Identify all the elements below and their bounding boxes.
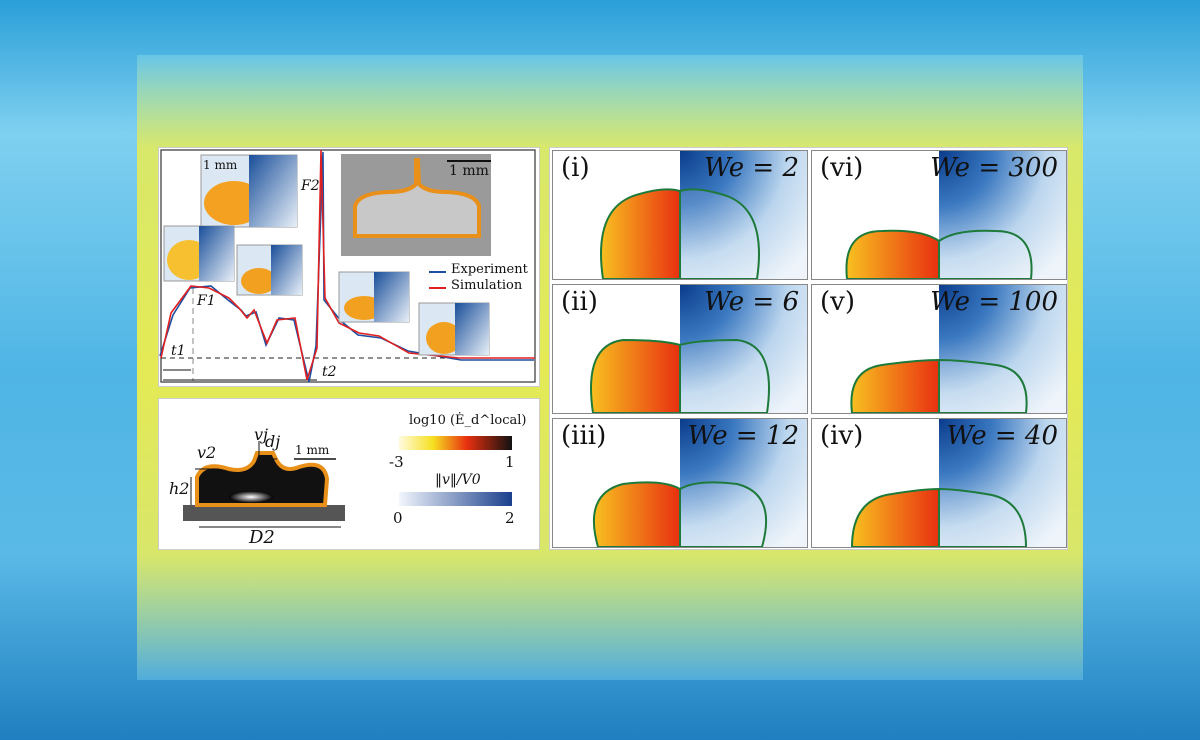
weber-number: We = 6 (704, 287, 799, 317)
force-plot (159, 149, 536, 383)
substrate (183, 505, 345, 521)
droplet-glow (229, 491, 273, 503)
photo-scale-label: 1 mm (449, 163, 489, 179)
dj-label: dj (265, 432, 281, 451)
snapshot-cell: (v) We = 100 (811, 284, 1067, 414)
droplet-outline (195, 451, 330, 507)
t2-label: t2 (322, 364, 337, 380)
f1-label: F1 (197, 293, 216, 309)
droplet-shape (850, 487, 1028, 547)
droplet-shape (590, 338, 770, 413)
weber-number: We = 300 (930, 153, 1058, 183)
D2-label: D2 (249, 527, 275, 548)
simulation-curve (160, 149, 535, 381)
t1-label: t1 (171, 343, 186, 359)
velocity-colorbar-max: 2 (505, 509, 515, 527)
droplet-shape (592, 481, 768, 547)
velocity-colorbar (399, 492, 512, 506)
velocity-field (680, 285, 807, 413)
velocity-colorbar-min: 0 (393, 509, 403, 527)
scale-label: 1 mm (295, 443, 330, 457)
schematic (183, 436, 512, 528)
snapshot-cell: (iii) We = 12 (552, 418, 808, 548)
inset-2 (163, 225, 235, 282)
v2-label: v2 (197, 443, 217, 462)
inset-1 (200, 154, 298, 228)
velocity-field (680, 151, 807, 279)
energy-colorbar-min: -3 (389, 453, 404, 471)
droplet-shape (850, 358, 1028, 413)
cell-label: (ii) (561, 287, 598, 317)
cell-label: (v) (820, 287, 855, 317)
energy-colorbar-title: log10 (Ė_d^local) (409, 413, 527, 428)
plot-frame (160, 149, 536, 383)
snapshot-grid: (i) We = 2 (vi) We = 300 (ii) We = 6 (v)… (549, 147, 1068, 550)
inset-scale-label: 1 mm (203, 158, 238, 172)
velocity-field (939, 419, 1066, 547)
weber-number: We = 100 (930, 287, 1058, 317)
force-plot-panel: 1 mm 1 mm Experiment Simulation F1 F2 t1… (158, 147, 540, 387)
cell-label: (iii) (561, 421, 607, 451)
weber-number: We = 12 (687, 421, 799, 451)
velocity-field (939, 285, 1066, 413)
legend-simulation: Simulation (451, 278, 523, 293)
inset-4 (338, 271, 410, 323)
droplet-shape (845, 229, 1033, 279)
droplet-outline (353, 158, 481, 238)
h2-label: h2 (169, 479, 190, 498)
cell-label: (i) (561, 153, 590, 183)
snapshot-cell: (ii) We = 6 (552, 284, 808, 414)
velocity-field (939, 151, 1066, 279)
f2-label: F2 (301, 178, 320, 194)
snapshot-cell: (i) We = 2 (552, 150, 808, 280)
snapshot-cell: (iv) We = 40 (811, 418, 1067, 548)
experiment-curve (159, 151, 534, 383)
weber-number: We = 40 (946, 421, 1058, 451)
snapshot-cell: (vi) We = 300 (811, 150, 1067, 280)
cell-label: (iv) (820, 421, 864, 451)
inset-3 (236, 244, 303, 296)
weber-number: We = 2 (704, 153, 799, 183)
velocity-colorbar-title: ‖v‖/V0 (435, 472, 481, 488)
cell-label: (vi) (820, 153, 864, 183)
legend-experiment: Experiment (451, 262, 528, 277)
schematic-panel: vj dj v2 h2 D2 1 mm log10 (Ė_d^local) -3… (158, 398, 540, 550)
energy-colorbar-max: 1 (505, 453, 515, 471)
droplet-shape (600, 188, 760, 279)
energy-colorbar (399, 436, 512, 450)
vj-label: vj (254, 425, 268, 444)
inset-5 (418, 302, 490, 356)
